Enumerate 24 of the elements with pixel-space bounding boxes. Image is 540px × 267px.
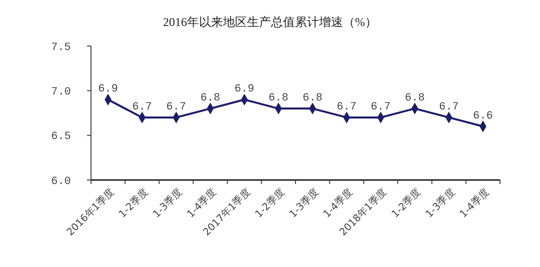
y-tick-label: 7.5 xyxy=(51,42,71,54)
data-label: 6.9 xyxy=(234,84,254,96)
x-tick-label: 1-3季度 xyxy=(286,186,322,220)
data-label: 6.8 xyxy=(200,92,220,105)
data-label: 6.8 xyxy=(268,92,288,105)
data-label: 6.7 xyxy=(438,101,459,114)
y-tick-label: 6.0 xyxy=(51,176,71,188)
data-label: 6.7 xyxy=(336,101,357,114)
x-tick-label: 1-2季度 xyxy=(389,186,424,220)
chart-title: 2016年以来地区生产总值累计增速（%） xyxy=(163,15,377,29)
x-tick-label: 1-3季度 xyxy=(423,186,458,220)
data-label: 6.6 xyxy=(473,110,493,122)
data-label: 6.7 xyxy=(166,101,186,114)
x-tick-label: 1-3季度 xyxy=(150,186,185,220)
y-tick-label: 6.5 xyxy=(51,131,71,144)
data-label: 6.7 xyxy=(132,101,152,114)
data-label: 6.8 xyxy=(302,92,322,105)
data-label: 6.7 xyxy=(370,101,391,114)
data-label: 6.8 xyxy=(404,92,425,105)
x-tick-label: 1-2季度 xyxy=(116,186,151,220)
x-tick-label: 1-2季度 xyxy=(252,186,288,220)
data-label: 6.9 xyxy=(98,84,118,96)
y-tick-label: 7.0 xyxy=(51,86,71,99)
x-tick-label: 1-4季度 xyxy=(457,186,492,220)
